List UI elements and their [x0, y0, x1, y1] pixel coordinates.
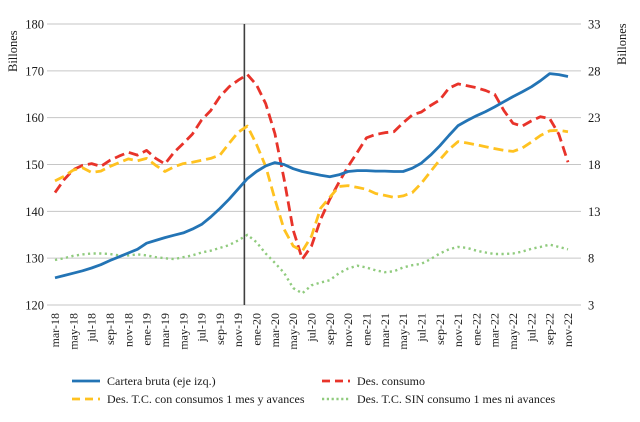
right-axis-title: Billones [615, 23, 629, 65]
plot-series [53, 72, 570, 295]
x-tick-label: mar-22 [488, 313, 502, 347]
x-tick-label: may-21 [396, 313, 410, 350]
x-tick-label: jul-19 [195, 313, 209, 343]
series-line-0 [54, 72, 569, 280]
y-tick-label-right: 3 [588, 299, 594, 313]
y-tick-label-right: 8 [588, 252, 594, 266]
x-tick-label: nov-22 [561, 313, 575, 347]
x-tick-label: jul-22 [524, 313, 538, 343]
legend-label: Cartera bruta (eje izq.) [107, 374, 216, 388]
x-tick-label: mar-21 [378, 313, 392, 347]
x-tick-label: mar-18 [48, 313, 62, 347]
y-tick-label-left: 160 [25, 111, 44, 125]
x-tick-label: ene-20 [250, 313, 264, 346]
y-tick-label-left: 180 [25, 18, 44, 32]
x-tick-label: may-20 [286, 313, 300, 350]
y-tick-label-right: 33 [588, 18, 601, 32]
y-tick-label-right: 13 [588, 205, 601, 219]
y-tick-label-right: 23 [588, 111, 601, 125]
y-tick-label-left: 170 [25, 64, 44, 78]
legend-label: Des. consumo [357, 374, 425, 388]
series-line-2 [54, 124, 569, 253]
series-line-1 [53, 73, 570, 261]
x-tick-label: mar-20 [268, 313, 282, 347]
series-line-3 [54, 233, 569, 295]
legend-label: Des. T.C. SIN consumo 1 mes ni avances [357, 392, 556, 406]
y-tick-label-left: 130 [25, 252, 44, 266]
x-tick-label: mar-19 [158, 313, 172, 347]
x-tick-label: sep-21 [433, 313, 447, 345]
x-tick-label: jul-20 [305, 313, 319, 343]
x-tick-label: sep-20 [323, 313, 337, 345]
legend-label: Des. T.C. con consumos 1 mes y avances [107, 392, 305, 406]
x-tick-label: jul-21 [414, 313, 428, 343]
y-tick-label-left: 120 [25, 299, 44, 313]
x-tick-label: may-19 [176, 313, 190, 350]
x-tick-label: sep-18 [103, 313, 117, 345]
x-tick-label: nov-18 [121, 313, 135, 347]
y-tick-label-right: 18 [588, 158, 601, 172]
x-tick-label: jul-18 [85, 313, 99, 343]
x-tick-label: nov-19 [231, 313, 245, 347]
x-tick-label: ene-21 [359, 313, 373, 346]
x-tick-label: may-18 [66, 313, 80, 350]
x-tick-label: nov-20 [341, 313, 355, 347]
gridlines [47, 23, 581, 306]
x-tick-label: sep-19 [213, 313, 227, 345]
y-tick-label-right: 28 [588, 64, 601, 78]
x-tick-label: ene-19 [140, 313, 154, 346]
x-tick-label: nov-21 [451, 313, 465, 347]
x-tick-label: may-22 [506, 313, 520, 350]
left-axis-title: Billones [6, 30, 20, 72]
axis-labels: 120 3 130 8 140 13 150 18 160 23 170 28 180 33 mar-18 m… [25, 18, 600, 350]
legend: Cartera bruta (eje izq.) Des. consumo Des.… [72, 374, 556, 406]
x-tick-label: sep-22 [543, 313, 557, 345]
y-tick-label-left: 140 [25, 205, 44, 219]
x-tick-label: ene-22 [469, 313, 483, 346]
y-tick-label-left: 150 [25, 158, 44, 172]
